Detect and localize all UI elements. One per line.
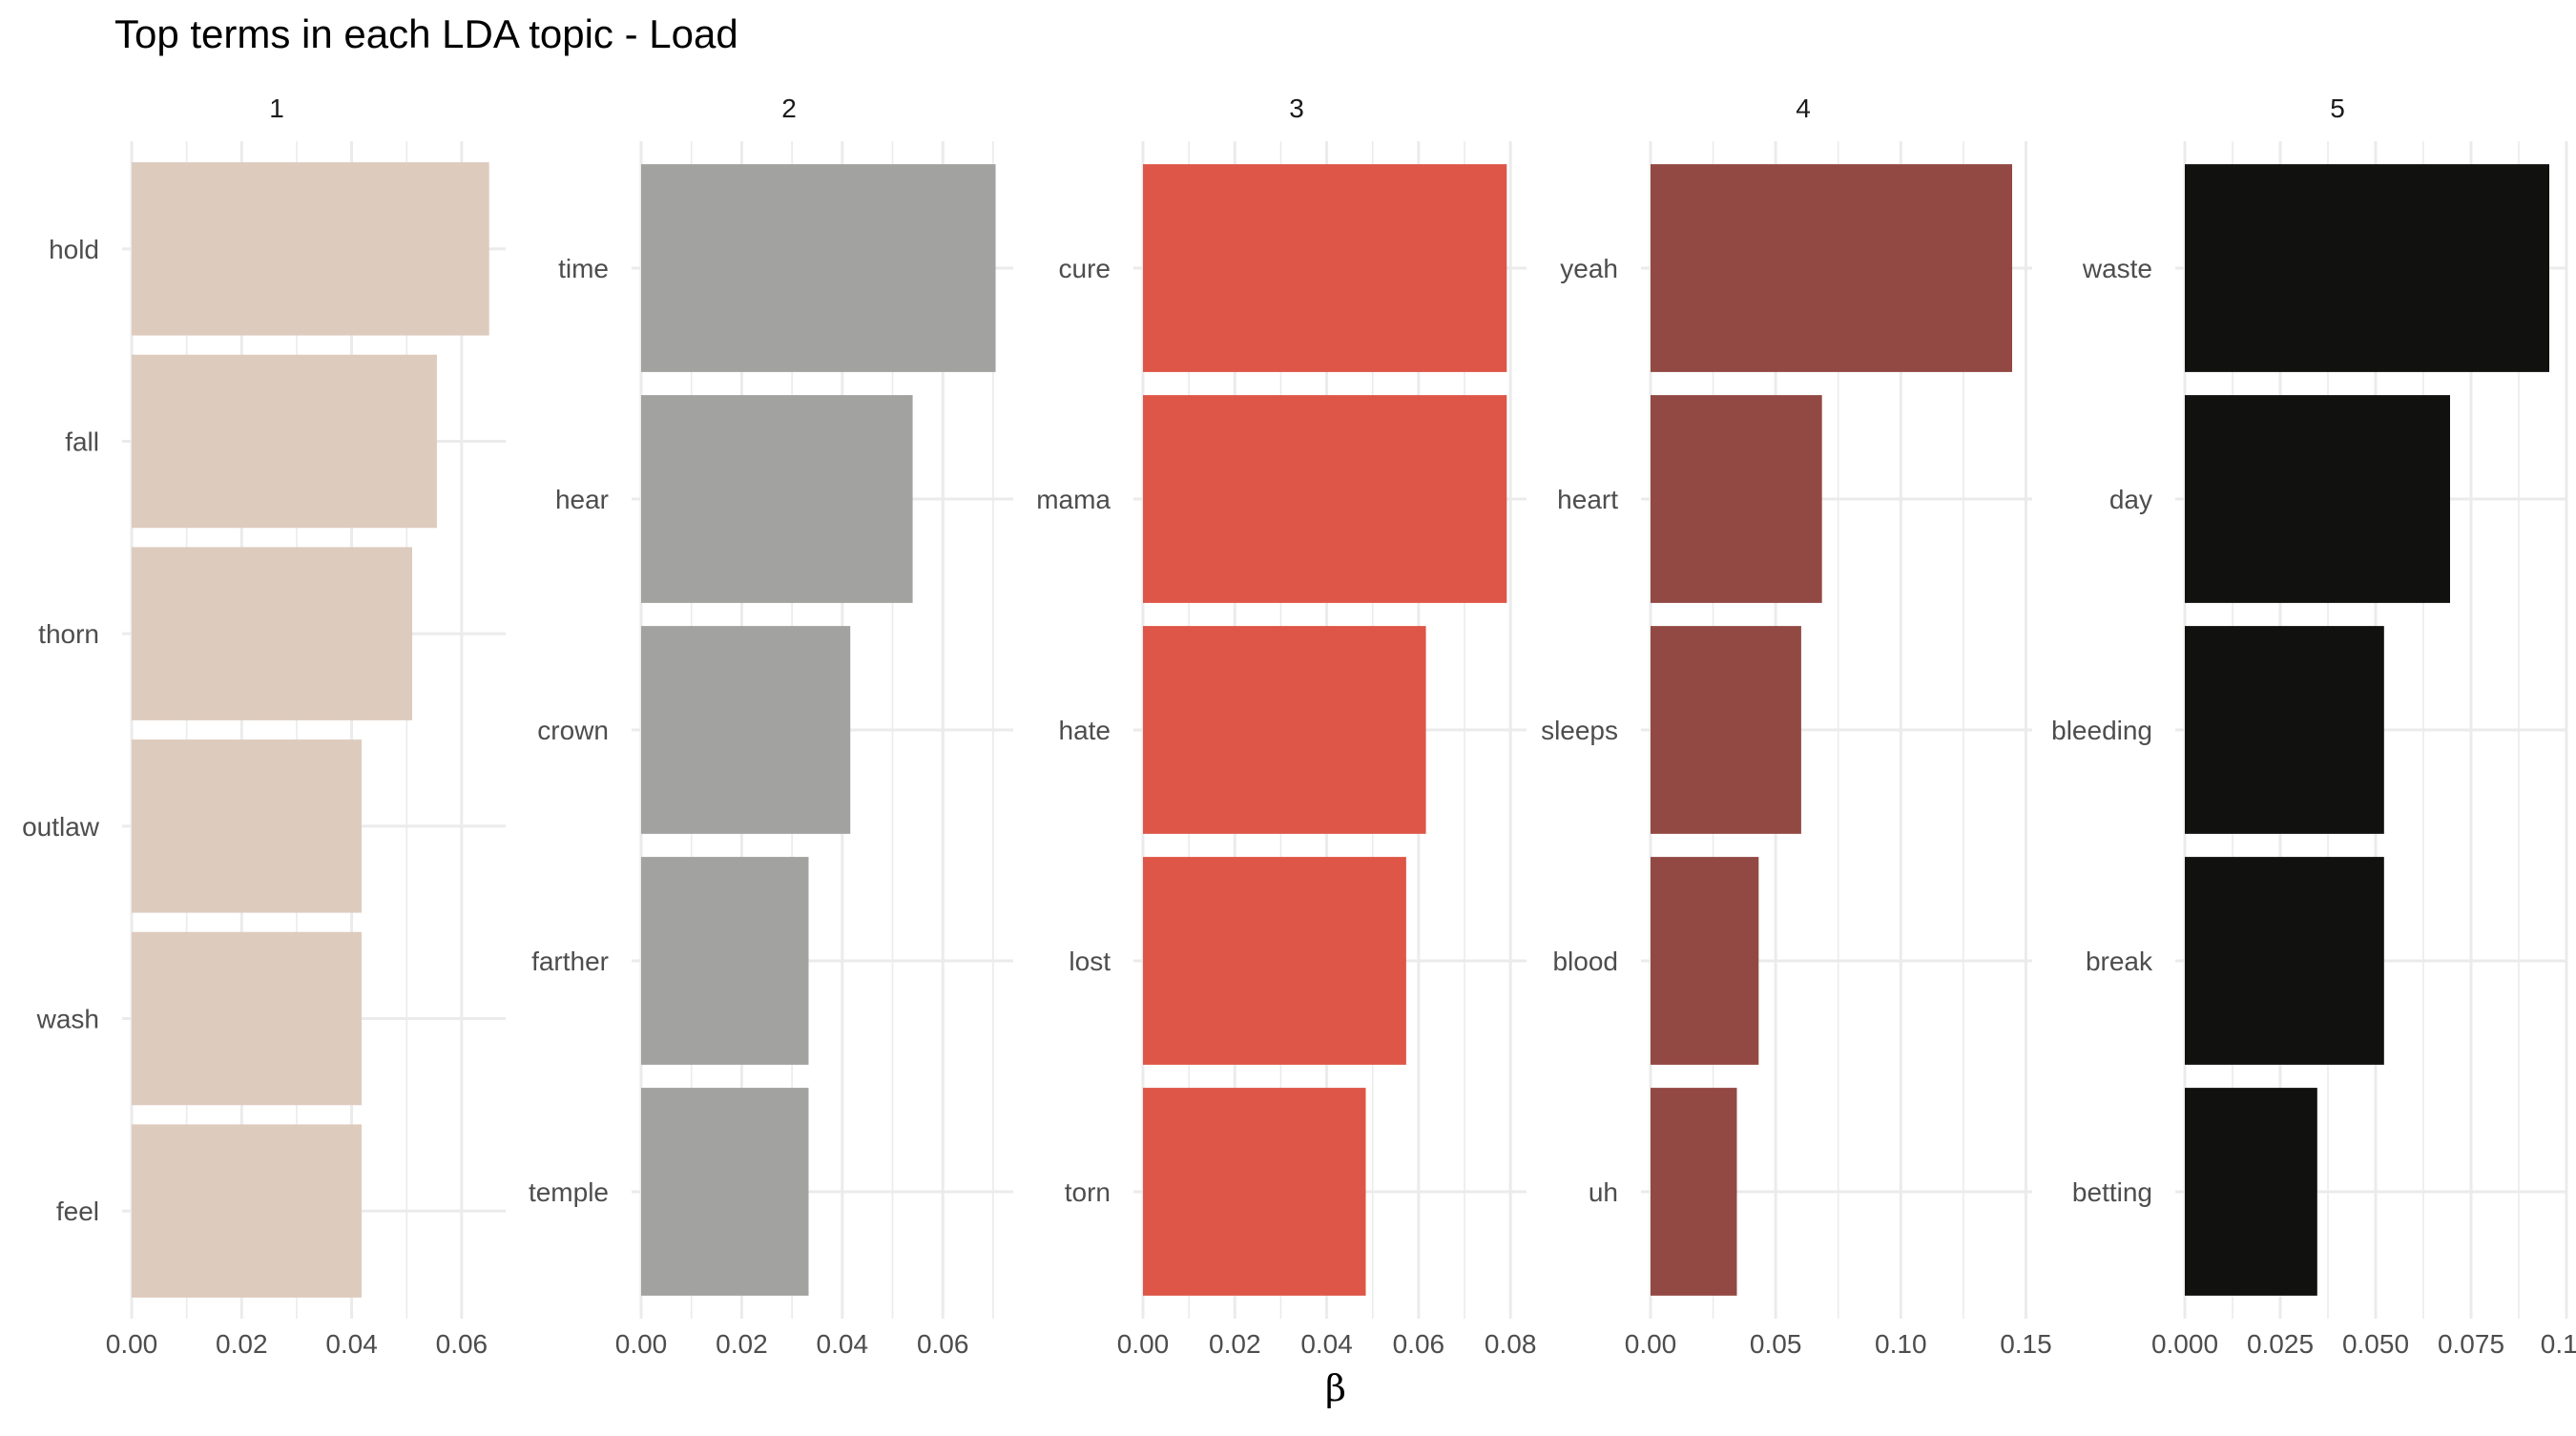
category-label-time: time bbox=[558, 254, 609, 283]
category-label-cure: cure bbox=[1059, 254, 1111, 283]
category-label-yeah: yeah bbox=[1560, 254, 1618, 283]
category-label-heart: heart bbox=[1557, 485, 1618, 514]
bar-hold bbox=[132, 162, 489, 336]
bar-cure bbox=[1143, 164, 1507, 372]
category-label-temple: temple bbox=[529, 1177, 609, 1207]
bar-fall bbox=[132, 354, 437, 529]
bar-blood bbox=[1651, 857, 1759, 1065]
x-tick-label: 0.08 bbox=[1485, 1329, 1537, 1359]
category-label-bleeding: bleeding bbox=[2051, 716, 2152, 745]
x-tick-label: 0.025 bbox=[2247, 1329, 2314, 1359]
bar-thorn bbox=[132, 547, 412, 720]
category-label-hate: hate bbox=[1059, 716, 1111, 745]
category-label-farther: farther bbox=[531, 947, 609, 976]
x-tick-label: 0.04 bbox=[1300, 1329, 1353, 1359]
x-axis-label: β bbox=[1325, 1367, 1346, 1409]
facet-panel-3: 3 cure mama hate lost torn 0.00 0.02 0.04 0.06 0.0… bbox=[1036, 94, 1536, 1359]
facet-panel-1: 1 hold fall thorn outlaw wash feel 0.00 0.02 0.04… bbox=[22, 94, 506, 1359]
bar-torn bbox=[1143, 1088, 1366, 1296]
bar-lost bbox=[1143, 857, 1406, 1065]
x-tick-label: 0.04 bbox=[325, 1329, 378, 1359]
x-tick-label: 0.00 bbox=[1117, 1329, 1170, 1359]
category-label-blood: blood bbox=[1552, 947, 1618, 976]
x-tick-label: 0.02 bbox=[1209, 1329, 1261, 1359]
category-label-outlaw: outlaw bbox=[22, 812, 100, 842]
category-label-sleeps: sleeps bbox=[1541, 716, 1618, 745]
bar-hate bbox=[1143, 626, 1426, 834]
category-label-wash: wash bbox=[36, 1005, 99, 1034]
chart-title: Top terms in each LDA topic - Load bbox=[114, 11, 738, 56]
x-tick-label: 0.00 bbox=[1625, 1329, 1677, 1359]
x-tick-label: 0.06 bbox=[436, 1329, 488, 1359]
facet-panel-2: 2 time hear crown farther temple 0.00 0.02 0.04 0… bbox=[529, 94, 1013, 1359]
bar-sleeps bbox=[1651, 626, 1801, 834]
x-tick-label: 0.06 bbox=[917, 1329, 969, 1359]
bar-uh bbox=[1651, 1088, 1737, 1296]
category-label-waste: waste bbox=[2082, 254, 2152, 283]
x-tick-label: 0.00 bbox=[615, 1329, 668, 1359]
category-label-hear: hear bbox=[555, 485, 609, 514]
x-tick-label: 0.050 bbox=[2342, 1329, 2409, 1359]
category-label-mama: mama bbox=[1036, 485, 1111, 514]
bar-crown bbox=[641, 626, 851, 834]
bar-wash bbox=[132, 931, 362, 1106]
bar-feel bbox=[132, 1124, 362, 1298]
bar-yeah bbox=[1651, 164, 2013, 372]
x-tick-label: 0.075 bbox=[2438, 1329, 2504, 1359]
bar-break bbox=[2185, 857, 2384, 1065]
category-label-betting: betting bbox=[2072, 1177, 2152, 1207]
bar-bleeding bbox=[2185, 626, 2384, 834]
category-label-thorn: thorn bbox=[38, 619, 99, 649]
x-tick-label: 0.00 bbox=[106, 1329, 158, 1359]
x-tick-label: 0.000 bbox=[2151, 1329, 2218, 1359]
bar-farther bbox=[641, 857, 809, 1065]
bar-betting bbox=[2185, 1088, 2317, 1296]
category-label-fall: fall bbox=[65, 427, 99, 457]
category-label-torn: torn bbox=[1065, 1177, 1111, 1207]
category-label-break: break bbox=[2086, 947, 2153, 976]
bar-time bbox=[641, 164, 996, 372]
panels: 1 hold fall thorn outlaw wash feel 0.00 0.02 0.04… bbox=[22, 94, 2576, 1359]
x-tick-label: 0.02 bbox=[716, 1329, 768, 1359]
facet-label-3: 3 bbox=[1289, 94, 1304, 123]
facet-label-5: 5 bbox=[2330, 94, 2345, 123]
bar-hear bbox=[641, 395, 913, 603]
bar-temple bbox=[641, 1088, 809, 1296]
category-label-lost: lost bbox=[1069, 947, 1111, 976]
x-tick-label: 0.04 bbox=[817, 1329, 869, 1359]
category-label-feel: feel bbox=[56, 1197, 99, 1226]
x-tick-label: 0.10 bbox=[1875, 1329, 1927, 1359]
category-label-hold: hold bbox=[49, 235, 99, 264]
x-tick-label: 0.05 bbox=[1750, 1329, 1802, 1359]
category-label-day: day bbox=[2109, 485, 2152, 514]
facet-panel-4: 4 yeah heart sleeps blood uh 0.00 0.05 0.10 0.15 bbox=[1541, 94, 2052, 1359]
bar-outlaw bbox=[132, 739, 362, 913]
bar-mama bbox=[1143, 395, 1507, 603]
x-tick-label: 0.02 bbox=[216, 1329, 268, 1359]
bar-heart bbox=[1651, 395, 1822, 603]
category-label-crown: crown bbox=[537, 716, 609, 745]
facet-label-2: 2 bbox=[781, 94, 797, 123]
facet-panel-5: 5 waste day bleeding break betting 0.000 0.025 0… bbox=[2051, 94, 2576, 1359]
category-label-uh: uh bbox=[1589, 1177, 1618, 1207]
x-tick-label: 0.15 bbox=[2000, 1329, 2052, 1359]
bar-waste bbox=[2185, 164, 2549, 372]
bar-day bbox=[2185, 395, 2450, 603]
facet-label-1: 1 bbox=[269, 94, 284, 123]
x-tick-label: 0.10 bbox=[2541, 1329, 2576, 1359]
x-tick-label: 0.06 bbox=[1393, 1329, 1445, 1359]
facet-label-4: 4 bbox=[1796, 94, 1811, 123]
